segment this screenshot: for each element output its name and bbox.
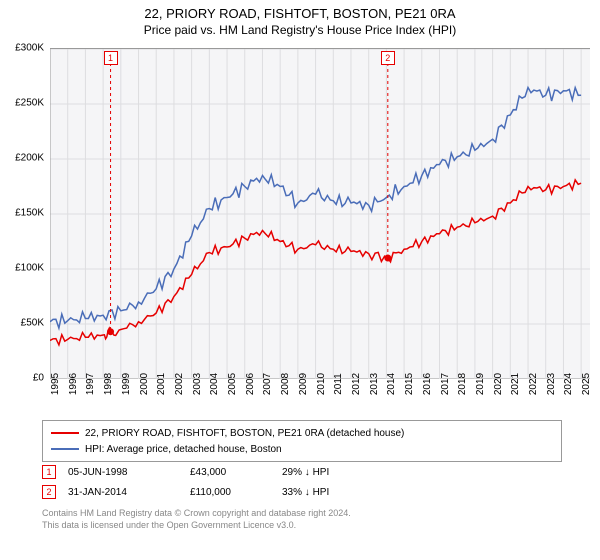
x-axis-label: 2021 [510,373,521,395]
sale-date: 31-JAN-2014 [68,487,178,498]
sale-price: £43,000 [190,467,270,478]
x-axis-label: 2016 [422,373,433,395]
sale-diff: 33% ↓ HPI [282,487,382,498]
y-axis-label: £150K [15,208,44,219]
sale-point [107,328,114,335]
legend-label: HPI: Average price, detached house, Bost… [85,444,282,455]
y-axis-label: £50K [21,318,44,329]
legend: 22, PRIORY ROAD, FISHTOFT, BOSTON, PE21 … [42,420,562,462]
title-block: 22, PRIORY ROAD, FISHTOFT, BOSTON, PE21 … [0,0,600,39]
sale-row: 1 05-JUN-1998 £43,000 29% ↓ HPI [42,462,562,482]
x-axis-label: 2010 [316,373,327,395]
sale-marker-box: 2 [42,485,56,499]
sale-point [384,255,391,262]
sale-marker-flag: 2 [381,51,395,65]
x-axis-label: 2009 [298,373,309,395]
legend-swatch [51,432,79,434]
sale-price: £110,000 [190,487,270,498]
title-main: 22, PRIORY ROAD, FISHTOFT, BOSTON, PE21 … [0,6,600,21]
chart-container: 22, PRIORY ROAD, FISHTOFT, BOSTON, PE21 … [0,0,600,560]
x-axis-label: 2011 [333,373,344,395]
x-axis-label: 2003 [192,373,203,395]
x-axis-label: 2020 [493,373,504,395]
x-axis-label: 1996 [68,373,79,395]
x-axis-label: 2018 [457,373,468,395]
x-axis-label: 2002 [174,373,185,395]
x-axis-label: 2022 [528,373,539,395]
y-axis-labels: £0£50K£100K£150K£200K£250K£300K [0,48,48,378]
x-axis-label: 2019 [475,373,486,395]
footer-line-2: This data is licensed under the Open Gov… [42,520,562,532]
sale-row: 2 31-JAN-2014 £110,000 33% ↓ HPI [42,482,562,502]
y-axis-label: £0 [33,373,44,384]
x-axis-label: 2015 [404,373,415,395]
x-axis-label: 2017 [440,373,451,395]
x-axis-label: 2007 [262,373,273,395]
sale-date: 05-JUN-1998 [68,467,178,478]
sale-diff: 29% ↓ HPI [282,467,382,478]
x-axis-label: 2023 [546,373,557,395]
y-axis-label: £100K [15,263,44,274]
y-axis-label: £200K [15,153,44,164]
x-axis-label: 1997 [85,373,96,395]
x-axis-label: 2006 [245,373,256,395]
x-axis-label: 2012 [351,373,362,395]
footer-line-1: Contains HM Land Registry data © Crown c… [42,508,562,520]
sale-marker-flag: 1 [104,51,118,65]
legend-row: HPI: Average price, detached house, Bost… [51,441,553,457]
x-axis-label: 2000 [139,373,150,395]
x-axis-labels: 1995199619971998199920002001200220032004… [50,380,590,420]
x-axis-label: 2001 [156,373,167,395]
x-axis-label: 2004 [209,373,220,395]
y-axis-label: £300K [15,43,44,54]
chart-area: 12 [50,48,590,378]
title-sub: Price paid vs. HM Land Registry's House … [0,23,600,37]
x-axis-label: 2008 [280,373,291,395]
x-axis-label: 2005 [227,373,238,395]
plot-svg [50,49,590,379]
legend-swatch [51,448,79,450]
x-axis-label: 2025 [581,373,592,395]
footer: Contains HM Land Registry data © Crown c… [42,508,562,531]
x-axis-label: 1999 [121,373,132,395]
legend-row: 22, PRIORY ROAD, FISHTOFT, BOSTON, PE21 … [51,425,553,441]
x-axis-label: 1995 [50,373,61,395]
y-axis-label: £250K [15,98,44,109]
x-axis-label: 2013 [369,373,380,395]
x-axis-label: 2024 [563,373,574,395]
x-axis-label: 2014 [386,373,397,395]
legend-label: 22, PRIORY ROAD, FISHTOFT, BOSTON, PE21 … [85,428,404,439]
sale-table: 1 05-JUN-1998 £43,000 29% ↓ HPI 2 31-JAN-2014… [42,462,562,502]
x-axis-label: 1998 [103,373,114,395]
sale-marker-box: 1 [42,465,56,479]
